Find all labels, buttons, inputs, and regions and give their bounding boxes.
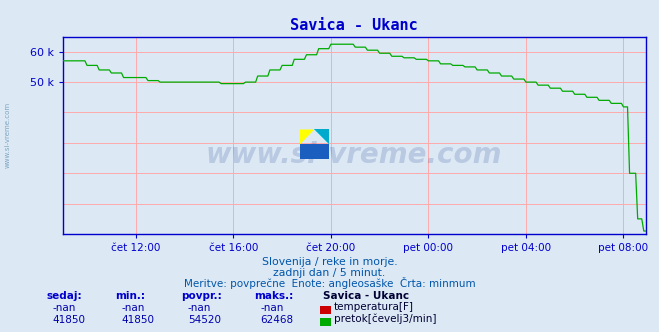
- Polygon shape: [300, 144, 329, 159]
- Polygon shape: [314, 129, 329, 144]
- Text: 41850: 41850: [53, 315, 86, 325]
- Text: www.si-vreme.com: www.si-vreme.com: [5, 101, 11, 168]
- Text: www.si-vreme.com: www.si-vreme.com: [206, 141, 502, 169]
- Text: Slovenija / reke in morje.: Slovenija / reke in morje.: [262, 257, 397, 267]
- Text: -nan: -nan: [53, 303, 76, 313]
- Text: Meritve: povprečne  Enote: angleosaške  Črta: minmum: Meritve: povprečne Enote: angleosaške Čr…: [184, 277, 475, 289]
- Text: sedaj:: sedaj:: [46, 291, 82, 301]
- Polygon shape: [300, 129, 314, 144]
- Text: temperatura[F]: temperatura[F]: [334, 302, 414, 312]
- Text: -nan: -nan: [260, 303, 283, 313]
- Text: Savica - Ukanc: Savica - Ukanc: [323, 291, 409, 301]
- Text: maks.:: maks.:: [254, 291, 293, 301]
- Text: povpr.:: povpr.:: [181, 291, 222, 301]
- Text: pretok[čevelj3/min]: pretok[čevelj3/min]: [334, 313, 437, 324]
- Title: Savica - Ukanc: Savica - Ukanc: [291, 18, 418, 33]
- Text: zadnji dan / 5 minut.: zadnji dan / 5 minut.: [273, 268, 386, 278]
- Text: -nan: -nan: [122, 303, 145, 313]
- Text: -nan: -nan: [188, 303, 211, 313]
- Text: 62468: 62468: [260, 315, 293, 325]
- Text: 41850: 41850: [122, 315, 155, 325]
- Polygon shape: [314, 129, 329, 144]
- Text: 54520: 54520: [188, 315, 221, 325]
- Text: min.:: min.:: [115, 291, 146, 301]
